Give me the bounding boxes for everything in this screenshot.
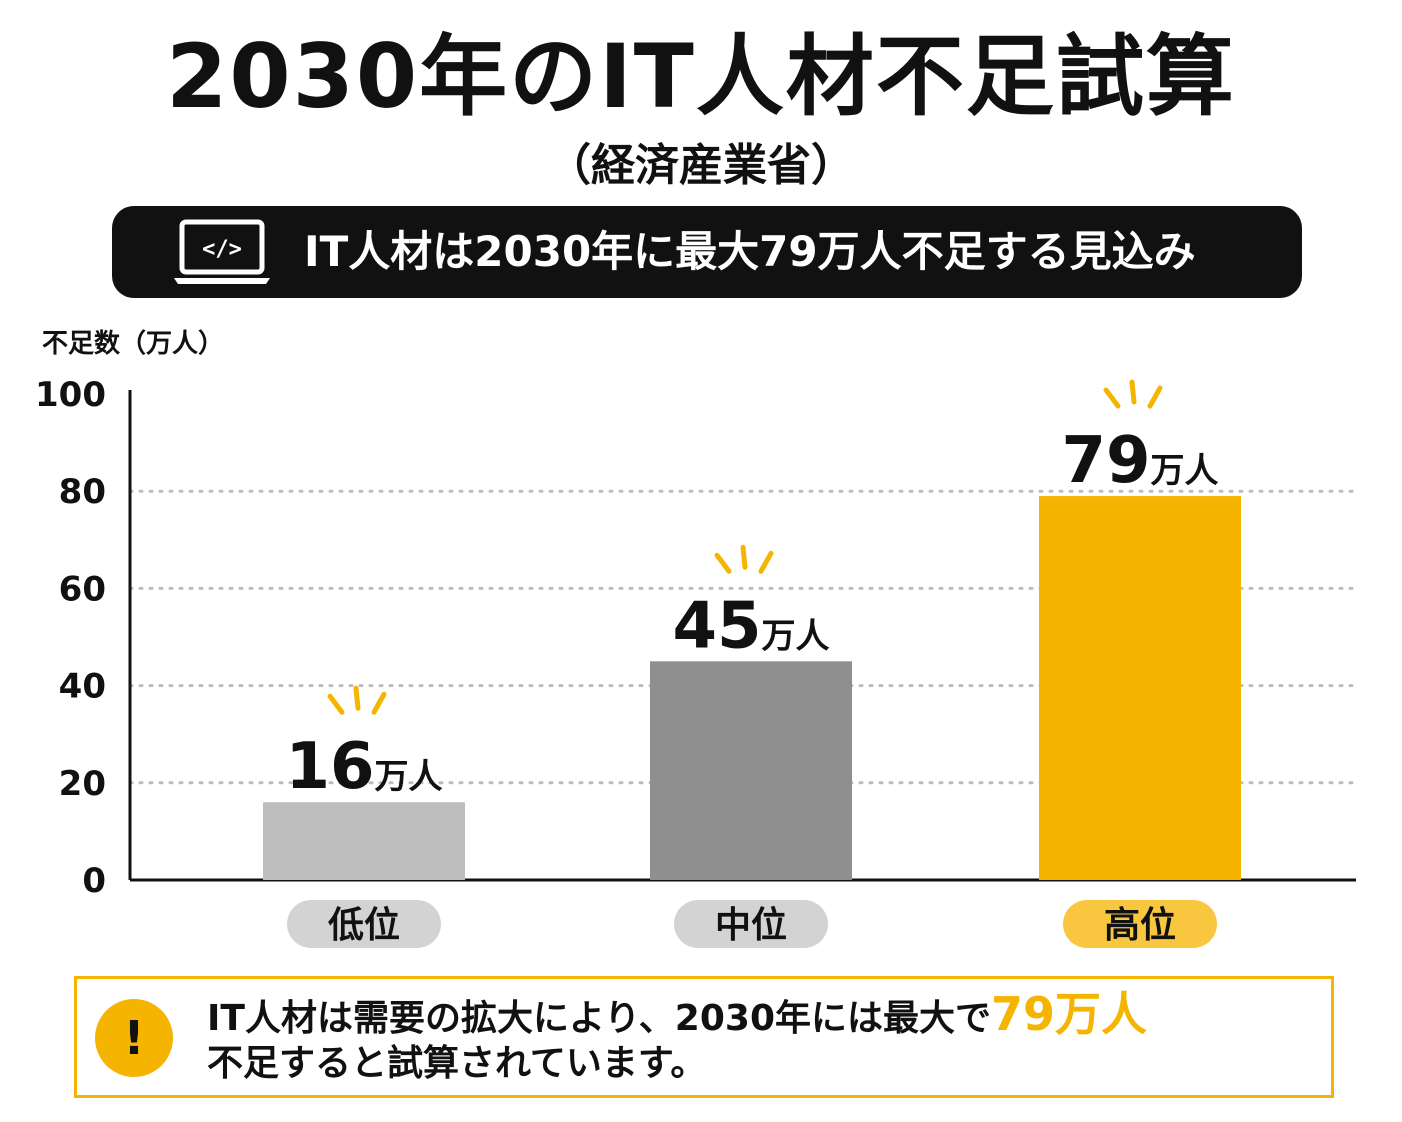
summary-banner: </> IT人材は2030年に最大79万人不足する見込み: [112, 206, 1302, 298]
y-tick-label: 20: [59, 764, 106, 804]
category-pill: [287, 900, 441, 948]
y-tick-label: 80: [59, 472, 106, 512]
y-tick-label: 100: [35, 375, 106, 415]
value-label: 16万人: [285, 730, 442, 804]
exclamation-icon: !: [95, 999, 173, 1077]
x-tick-label: 低位: [328, 905, 400, 946]
callout-line-1: IT人材は需要の拡大により、2030年には最大で79万人: [207, 989, 1147, 1044]
sparkle-icon: [327, 685, 387, 715]
value-unit: 万人: [762, 616, 830, 656]
y-tick-label: 0: [82, 861, 106, 901]
callout-text-1: IT人材は需要の拡大により、2030年には最大で: [207, 998, 991, 1039]
value-number: 16: [285, 730, 374, 804]
sparkle-icon: [1103, 379, 1163, 409]
category-pill: [1063, 900, 1217, 948]
bar-1: [263, 802, 465, 880]
value-label: 45万人: [672, 589, 829, 663]
bar-2: [650, 661, 852, 880]
page-subtitle: （経済産業省）: [547, 140, 855, 191]
page-title: 2030年のIT人材不足試算: [166, 25, 1236, 128]
y-tick-label: 40: [59, 667, 106, 707]
laptop-code-icon: </>: [174, 219, 270, 284]
value-number: 79: [1061, 424, 1150, 498]
y-axis: 不足数（万人） 0 20 40 60 80 100: [35, 329, 1356, 901]
bar-3: [1039, 496, 1241, 880]
callout-highlight: 79万人: [991, 987, 1148, 1041]
value-unit: 万人: [1151, 451, 1219, 491]
value-unit: 万人: [375, 757, 443, 797]
value-number: 45: [672, 589, 761, 663]
sparkle-icon: [714, 544, 774, 574]
y-tick-label: 60: [59, 569, 106, 609]
x-tick-label: 中位: [715, 905, 787, 946]
x-axis-categories: 低位 中位 高位: [287, 900, 1217, 948]
banner-text: IT人材は2030年に最大79万人不足する見込み: [304, 227, 1196, 276]
category-pill: [674, 900, 828, 948]
callout-line-2: 不足すると試算されています。: [207, 1043, 707, 1084]
callout-box: ! IT人材は需要の拡大により、2030年には最大で79万人 不足すると試算され…: [74, 976, 1334, 1098]
code-glyph: </>: [202, 237, 242, 262]
y-axis-label: 不足数（万人）: [42, 329, 224, 359]
x-tick-label: 高位: [1104, 905, 1176, 946]
value-label: 79万人: [1061, 424, 1218, 498]
